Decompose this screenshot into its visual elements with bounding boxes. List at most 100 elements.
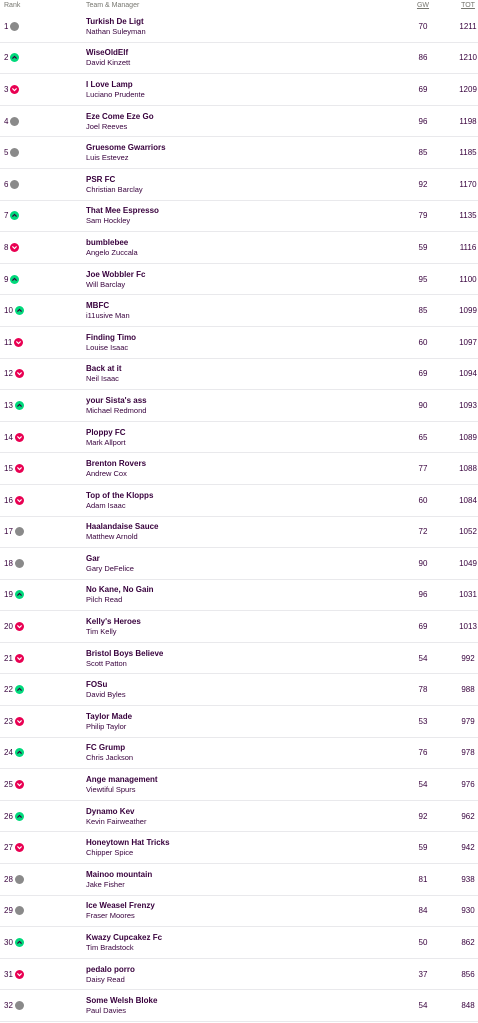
- rank-cell: 31: [0, 969, 86, 979]
- gw-points: 70: [418, 21, 428, 31]
- table-row[interactable]: 4 Eze Come Eze Go Joel Reeves 96 1198: [0, 106, 478, 138]
- team-name-link[interactable]: PSR FC: [86, 174, 116, 184]
- manager-name: Neil Isaac: [86, 374, 119, 384]
- team-manager-cell: Honeytown Hat Tricks Chipper Spice: [86, 838, 388, 857]
- table-row[interactable]: 6 PSR FC Christian Barclay 92 1170: [0, 169, 478, 201]
- table-row[interactable]: 26 Dynamo Kev Kevin Fairweather 92 962: [0, 801, 478, 833]
- team-name-link[interactable]: MBFC: [86, 301, 110, 311]
- rank-cell: 7: [0, 211, 86, 221]
- table-row[interactable]: 1 Turkish De Ligt Nathan Suleyman 70 1211: [0, 11, 478, 43]
- tot-column-header[interactable]: TOT: [461, 2, 475, 9]
- rank-number: 4: [4, 116, 9, 126]
- table-row[interactable]: 8 bumblebee Angelo Zuccala 59 1116: [0, 232, 478, 264]
- team-name-link[interactable]: Joe Wobbler Fc: [86, 269, 146, 279]
- table-row[interactable]: 27 Honeytown Hat Tricks Chipper Spice 59 942: [0, 832, 478, 865]
- gw-points: 92: [418, 811, 428, 821]
- team-name-link[interactable]: Ice Weasel Frenzy: [86, 901, 155, 911]
- rank-number: 19: [4, 590, 13, 600]
- team-name-link[interactable]: Turkish De Ligt: [86, 16, 144, 26]
- team-name-link[interactable]: your Sista's ass: [86, 395, 147, 405]
- rank-up-icon: [14, 811, 24, 821]
- team-name-link[interactable]: Brenton Rovers: [86, 459, 147, 469]
- team-name-link[interactable]: Back at it: [86, 364, 122, 374]
- table-row[interactable]: 21 Bristol Boys Believe Scott Patton 54 992: [0, 643, 478, 675]
- team-name-link[interactable]: Gar: [86, 553, 100, 563]
- team-name-link[interactable]: bumblebee: [86, 237, 129, 247]
- manager-name: Chipper Spice: [86, 848, 134, 858]
- manager-name: Fraser Moores: [86, 911, 135, 921]
- team-name-link[interactable]: Haalandaise Sauce: [86, 522, 159, 532]
- table-row[interactable]: 23 Taylor Made Philip Taylor 53 979: [0, 706, 478, 738]
- rank-down-icon: [14, 464, 24, 474]
- total-points: 1013: [459, 622, 477, 632]
- table-row[interactable]: 7 That Mee Espresso Sam Hockley 79 1135: [0, 201, 478, 233]
- team-manager-cell: FOSu David Byles: [86, 680, 388, 699]
- team-name-link[interactable]: Kelly's Heroes: [86, 617, 141, 627]
- gw-column-header[interactable]: GW: [416, 2, 430, 9]
- team-name-link[interactable]: Some Welsh Bloke: [86, 996, 158, 1006]
- team-manager-cell: Kelly's Heroes Tim Kelly: [86, 617, 388, 636]
- table-row[interactable]: 29 Ice Weasel Frenzy Fraser Moores 84 930: [0, 896, 478, 928]
- table-row[interactable]: 9 Joe Wobbler Fc Will Barclay 95 1100: [0, 264, 478, 296]
- team-name-link[interactable]: Gruesome Gwarriors: [86, 143, 166, 153]
- table-row[interactable]: 5 Gruesome Gwarriors Luis Estevez 85 1185: [0, 137, 478, 169]
- table-row[interactable]: 24 FC Grump Chris Jackson 76 978: [0, 738, 478, 770]
- total-points: 1210: [459, 53, 477, 63]
- table-row[interactable]: 3 I Love Lamp Luciano Prudente 69 1209: [0, 74, 478, 106]
- team-name-link[interactable]: I Love Lamp: [86, 79, 133, 89]
- table-row[interactable]: 22 FOSu David Byles 78 988: [0, 674, 478, 707]
- team-manager-cell: pedalo porro Daisy Read: [86, 965, 388, 984]
- total-points: 1097: [459, 337, 477, 347]
- table-row[interactable]: 10 MBFC i11usive Man 85 1099: [0, 295, 478, 327]
- team-name-link[interactable]: WiseOldElf: [86, 48, 129, 58]
- gw-points: 69: [418, 622, 428, 632]
- team-name-link[interactable]: Top of the Klopps: [86, 490, 154, 500]
- rank-down-icon: [14, 622, 24, 632]
- team-manager-cell: your Sista's ass Michael Redmond: [86, 396, 388, 415]
- table-row[interactable]: 32 Some Welsh Bloke Paul Davies 54 848: [0, 990, 478, 1022]
- rank-cell: 14: [0, 432, 86, 442]
- table-row[interactable]: 13 your Sista's ass Michael Redmond 90 1093: [0, 390, 478, 422]
- team-name-link[interactable]: Honeytown Hat Tricks: [86, 838, 170, 848]
- gw-points: 81: [418, 874, 428, 884]
- team-name-link[interactable]: pedalo porro: [86, 964, 135, 974]
- table-row[interactable]: 12 Back at it Neil Isaac 69 1094: [0, 359, 478, 391]
- team-name-link[interactable]: Bristol Boys Believe: [86, 648, 164, 658]
- table-row[interactable]: 17 Haalandaise Sauce Matthew Arnold 72 1052: [0, 517, 478, 549]
- table-row[interactable]: 19 No Kane, No Gain Pilch Read 96 1031: [0, 580, 478, 612]
- rank-down-icon: [14, 432, 24, 442]
- team-name-link[interactable]: That Mee Espresso: [86, 206, 159, 216]
- team-manager-cell: WiseOldElf David Kinzett: [86, 48, 388, 67]
- table-row[interactable]: 28 Mainoo mountain Jake Fisher 81 938: [0, 864, 478, 896]
- team-name-link[interactable]: Ange management: [86, 775, 158, 785]
- table-row[interactable]: 25 Ange management Viewtiful Spurs 54 976: [0, 769, 478, 801]
- table-row[interactable]: 20 Kelly's Heroes Tim Kelly 69 1013: [0, 611, 478, 643]
- team-name-link[interactable]: Dynamo Kev: [86, 806, 135, 816]
- table-row[interactable]: 11 Finding Timo Louise Isaac 60 1097: [0, 327, 478, 359]
- team-name-link[interactable]: No Kane, No Gain: [86, 585, 154, 595]
- team-name-link[interactable]: Kwazy Cupcakez Fc: [86, 933, 163, 943]
- table-row[interactable]: 15 Brenton Rovers Andrew Cox 77 1088: [0, 453, 478, 485]
- table-row[interactable]: 16 Top of the Klopps Adam Isaac 60 1084: [0, 485, 478, 517]
- rank-number: 9: [4, 274, 9, 284]
- team-name-link[interactable]: Finding Timo: [86, 332, 137, 342]
- rank-down-icon: [10, 84, 20, 94]
- table-row[interactable]: 30 Kwazy Cupcakez Fc Tim Bradstock 50 862: [0, 927, 478, 959]
- rank-cell: 10: [0, 306, 86, 316]
- total-points: 1049: [459, 558, 477, 568]
- team-manager-column-header: Team & Manager: [86, 2, 140, 9]
- table-row[interactable]: 2 WiseOldElf David Kinzett 86 1210: [0, 43, 478, 75]
- team-manager-cell: I Love Lamp Luciano Prudente: [86, 80, 388, 99]
- team-name-link[interactable]: FOSu: [86, 680, 108, 690]
- team-name-link[interactable]: Mainoo mountain: [86, 869, 153, 879]
- team-name-link[interactable]: Taylor Made: [86, 711, 133, 721]
- rank-down-icon: [14, 653, 24, 663]
- table-row[interactable]: 31 pedalo porro Daisy Read 37 856: [0, 959, 478, 991]
- table-row[interactable]: 18 Gar Gary DeFelice 90 1049: [0, 548, 478, 580]
- team-name-link[interactable]: Eze Come Eze Go: [86, 111, 154, 121]
- total-points: 942: [461, 843, 475, 853]
- team-name-link[interactable]: Ploppy FC: [86, 427, 126, 437]
- gw-points: 53: [418, 716, 428, 726]
- team-name-link[interactable]: FC Grump: [86, 743, 126, 753]
- table-row[interactable]: 14 Ploppy FC Mark Allport 65 1089: [0, 422, 478, 454]
